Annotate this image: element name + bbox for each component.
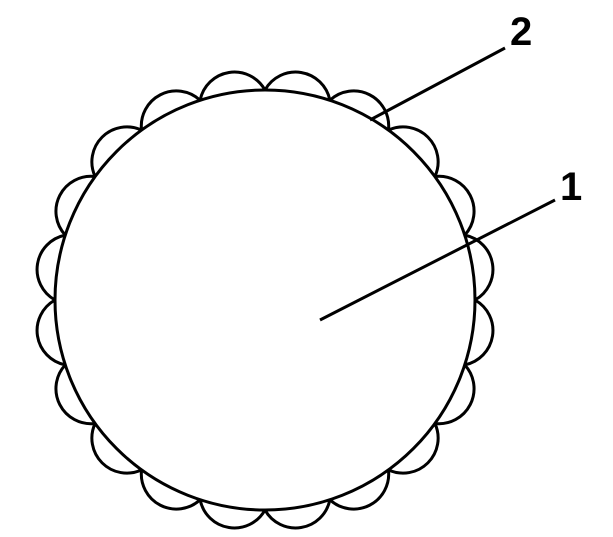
diagram-svg bbox=[0, 0, 613, 537]
main-circle bbox=[55, 90, 475, 510]
diagram-container: 2 1 bbox=[0, 0, 613, 537]
callout-label-1: 1 bbox=[560, 165, 582, 210]
leader-line-2 bbox=[370, 48, 505, 120]
callout-label-2: 2 bbox=[510, 10, 532, 55]
